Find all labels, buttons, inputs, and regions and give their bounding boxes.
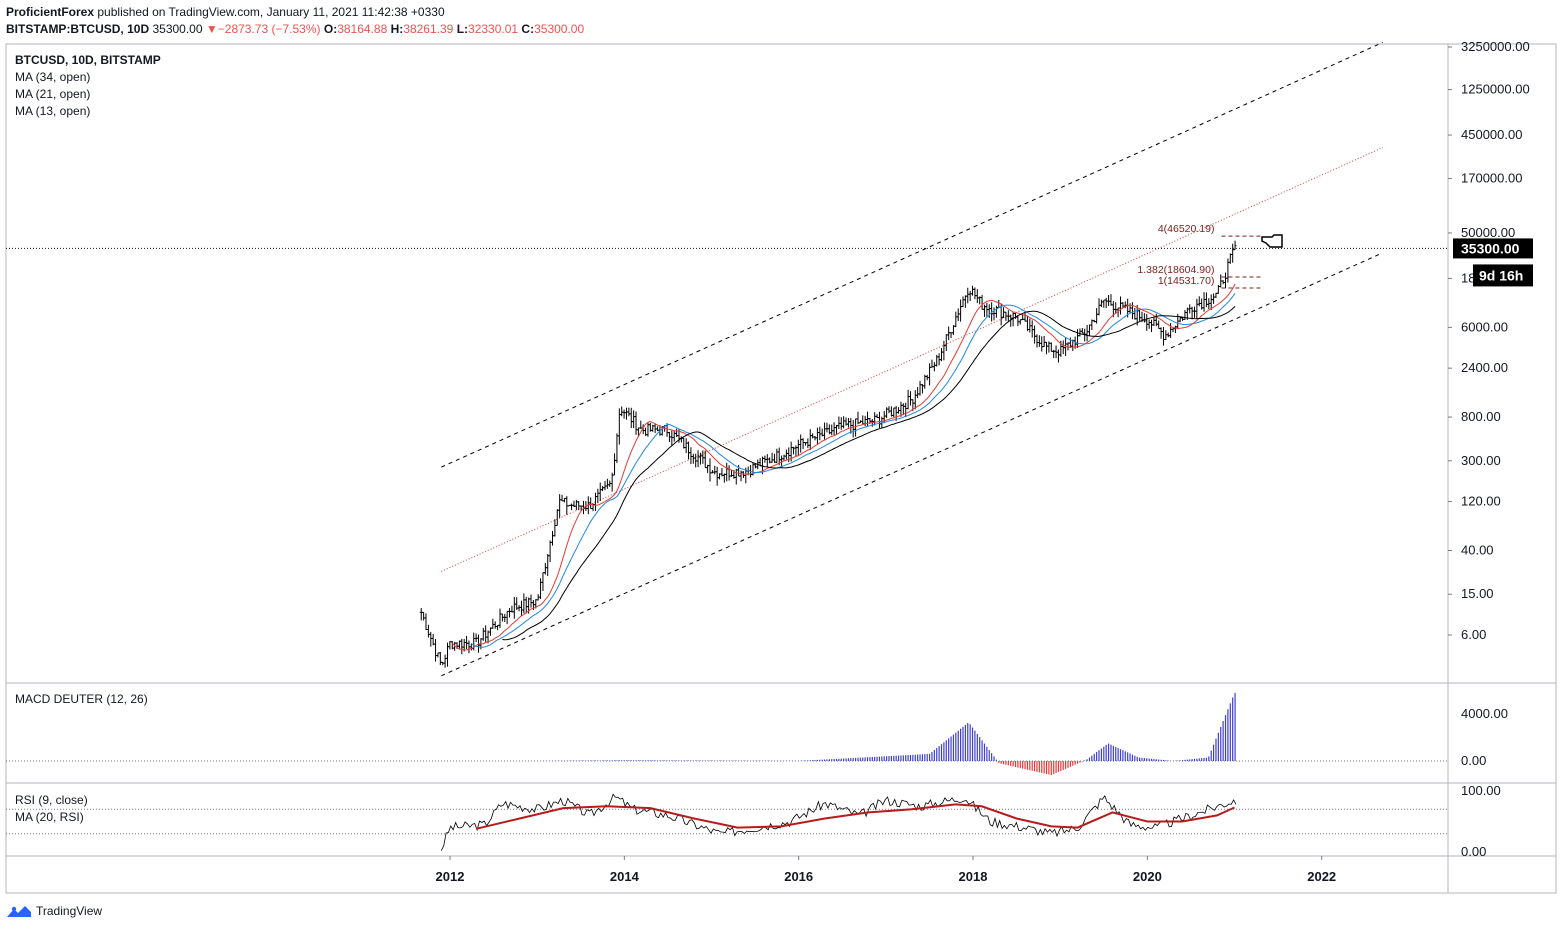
price-axis-label: 3250000.00 [1461,39,1530,54]
time-axis-label: 2018 [959,869,988,884]
low-label: L: [456,22,469,36]
chart-border [5,43,1557,894]
time-axis-label: 2014 [610,869,640,884]
rsi-pane[interactable] [6,793,1448,851]
current-price-label: 35300.00 [1461,240,1520,256]
price-axis-label: 1250000.00 [1461,82,1530,97]
rsi-line[interactable] [440,793,1237,851]
high-value: 38261.39 [403,22,454,36]
time-axis-label: 2012 [436,869,465,884]
symbol-label[interactable]: BITSTAMP:BTCUSD, 10D [6,22,150,36]
price-axis-label: 2400.00 [1461,360,1508,375]
legend-ma13[interactable]: MA (13, open) [15,104,91,118]
open-value: 38164.88 [337,22,388,36]
current-price-text: 35300.00 [152,22,203,36]
fib-level-label: 4(46520.19) [1158,223,1215,235]
price-axis-label: 50000.00 [1461,225,1515,240]
countdown-label: 9d 16h [1479,267,1523,283]
published-info: published on TradingView.com, January 11… [97,5,445,19]
pointing-hand-icon [1261,234,1283,248]
publisher-name[interactable]: ProficientForex [6,5,95,19]
macd-legend: MACD DEUTER (12, 26) [15,691,148,708]
channel-mid-line[interactable] [441,147,1383,572]
price-axis-label: 6.00 [1461,627,1486,642]
price-axis-label: 40.00 [1461,543,1494,558]
countdown-badge[interactable] [1473,264,1533,287]
price-axis-label: 300.00 [1461,453,1501,468]
rsi-ma-line[interactable] [475,803,1235,830]
ma34-line[interactable] [502,306,1236,641]
time-axis-label: 2016 [784,869,813,884]
time-axis-label: 2020 [1133,869,1162,884]
time-axis-label: 2022 [1307,869,1336,884]
legend-rsi-ma[interactable]: MA (20, RSI) [15,810,84,824]
ma13-line[interactable] [451,283,1236,651]
macd-axis-label: 0.00 [1461,753,1486,768]
main-price-pane[interactable]: 4(46520.19) 1.382(18604.90)1(14531.70) [6,41,1448,677]
channel-upper-line[interactable] [441,41,1383,468]
chart-frame [5,43,1557,894]
fib-level-label: 1.382(18604.90) [1137,264,1214,276]
change-arrow-icon: ▼ [205,22,218,36]
legend-ma21[interactable]: MA (21, open) [15,87,91,101]
tradingview-logo-icon [7,906,31,917]
price-axis-label: 800.00 [1461,409,1501,424]
symbol-line: BITSTAMP:BTCUSD, 10D 35300.00 ▼−2873.73 … [6,22,584,36]
macd-pane[interactable] [6,692,1448,776]
macd-axis-label: 4000.00 [1461,706,1508,721]
axes: 3250000.00 1250000.00 450000.00 170000.00 50… [436,39,1533,884]
channel-lower-line[interactable] [441,252,1383,677]
hand-shape [1261,234,1283,248]
low-value: 32330.01 [468,22,519,36]
close-value: 35300.00 [534,22,585,36]
publisher-line: ProficientForex published on TradingView… [6,5,445,19]
price-axis-label: 120.00 [1461,494,1501,509]
legend-rsi[interactable]: RSI (9, close) [15,793,88,807]
close-label: C: [521,22,535,36]
rsi-axis-label: 0.00 [1461,844,1486,859]
tradingview-brand: TradingView [36,904,103,918]
rsi-legend: RSI (9, close) MA (20, RSI) [15,792,88,826]
price-axis-label: 450000.00 [1461,127,1522,142]
price-change: −2873.73 (−7.53%) [217,22,321,36]
price-axis-label: 6000.00 [1461,319,1508,334]
fib-level-label: 1(14531.70) [1158,275,1215,287]
high-label: H: [390,22,404,36]
legend-ma34[interactable]: MA (34, open) [15,70,91,84]
tradingview-footer[interactable]: TradingView [6,903,102,919]
legend-main-title[interactable]: BTCUSD, 10D, BITSTAMP [15,53,161,67]
ma21-line[interactable] [471,293,1236,648]
current-price-badge[interactable] [1453,238,1533,259]
rsi-axis-label: 100.00 [1461,783,1501,798]
main-legend: BTCUSD, 10D, BITSTAMP MA (34, open) MA (… [15,52,161,120]
open-label: O: [323,22,338,36]
price-axis-label: 170000.00 [1461,170,1522,185]
price-axis-label: 15.00 [1461,586,1494,601]
legend-macd[interactable]: MACD DEUTER (12, 26) [15,692,148,706]
